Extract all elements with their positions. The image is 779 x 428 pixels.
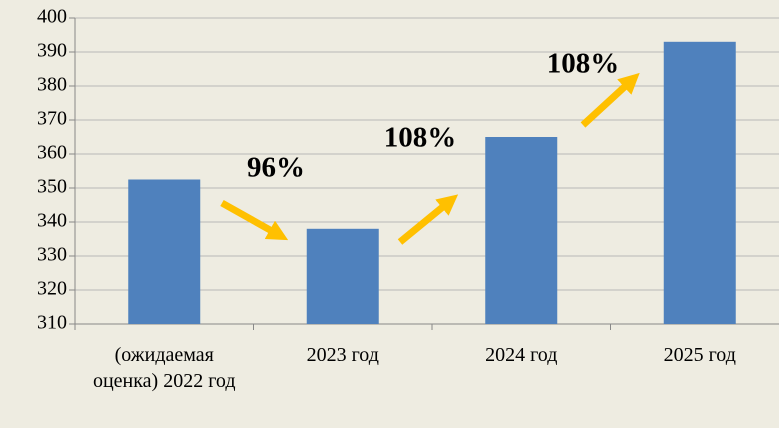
x-tick-label: 2025 год [663, 344, 736, 366]
y-tick-label: 340 [37, 210, 67, 232]
annotation: 108% [384, 122, 457, 154]
x-tick-label: 2024 год [485, 344, 558, 366]
arrow [220, 199, 289, 241]
bar [485, 137, 558, 324]
annotation: 96% [247, 152, 305, 184]
y-tick-label: 330 [37, 244, 67, 266]
arrow [580, 72, 640, 128]
y-tick-label: 400 [37, 6, 67, 28]
y-tick-label: 320 [37, 278, 67, 300]
annotations: 96% 108% 108% [247, 48, 619, 184]
y-tick-label: 360 [37, 142, 67, 164]
y-tick-label: 310 [37, 312, 67, 334]
x-tick-label: (ожидаемая оценка) 2022 год [92, 344, 236, 392]
bar [128, 179, 201, 324]
y-tick-label: 380 [37, 74, 67, 96]
y-tick-label: 350 [37, 176, 67, 198]
bar [663, 41, 736, 325]
y-tick-label: 370 [37, 108, 67, 130]
x-tick-label: 2023 год [306, 344, 379, 366]
bars [128, 41, 736, 325]
bar [306, 228, 379, 324]
annotation: 108% [547, 48, 620, 80]
arrow [397, 194, 459, 245]
y-tick-label: 390 [37, 40, 67, 62]
